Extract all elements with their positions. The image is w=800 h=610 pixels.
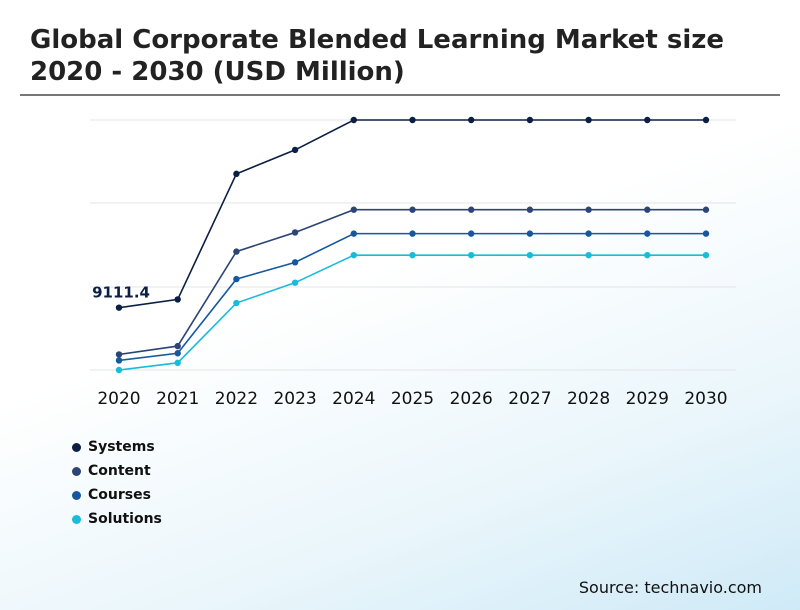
point-courses-2029 <box>644 230 651 237</box>
x-tick-label: 2030 <box>684 389 727 409</box>
point-solutions-2023 <box>291 279 299 286</box>
point-content-2025 <box>409 206 416 213</box>
point-solutions-2025 <box>409 251 416 259</box>
point-solutions-2022 <box>233 299 240 307</box>
title-divider <box>20 94 780 96</box>
series-line-solutions <box>118 254 706 371</box>
x-tick-label: 2021 <box>156 389 199 409</box>
point-solutions-2028 <box>585 251 592 259</box>
point-courses-2020 <box>115 357 123 364</box>
point-content-2030 <box>702 206 710 213</box>
legend-dot-icon <box>72 490 81 500</box>
x-tick-label: 2026 <box>450 389 493 409</box>
point-courses-2030 <box>702 230 710 237</box>
legend-item-solutions: Solutions <box>72 507 162 531</box>
legend-dot-icon <box>72 466 81 476</box>
point-systems-2023 <box>291 146 299 154</box>
legend-dot-icon <box>72 514 81 524</box>
x-tick-label: 2022 <box>215 389 258 409</box>
legend-label: Content <box>88 463 151 479</box>
point-systems-2022 <box>233 170 240 178</box>
point-solutions-2020 <box>115 366 123 374</box>
point-courses-2024 <box>350 230 357 237</box>
point-content-2026 <box>468 206 475 213</box>
chart-title: Global Corporate Blended Learning Market… <box>30 25 725 87</box>
point-solutions-2027 <box>526 251 534 259</box>
point-content-2027 <box>526 206 534 213</box>
point-systems-2020 <box>115 304 123 311</box>
point-content-2028 <box>585 206 592 213</box>
point-solutions-2021 <box>174 359 181 367</box>
point-courses-2021 <box>174 350 181 357</box>
point-content-2024 <box>350 206 357 213</box>
legend-label: Solutions <box>88 511 162 527</box>
point-content-2021 <box>174 342 181 350</box>
x-tick-label: 2023 <box>273 389 316 409</box>
x-tick-label: 2024 <box>332 389 375 409</box>
point-courses-2026 <box>468 230 475 237</box>
data-label-annotation: 9111.4 <box>92 284 150 302</box>
point-courses-2022 <box>233 275 240 283</box>
series-line-systems <box>118 119 706 309</box>
legend-label: Courses <box>88 487 151 503</box>
chart-legend: Systems Content Courses Solutions <box>72 435 162 531</box>
x-tick-label: 2028 <box>567 389 610 409</box>
legend-dot-icon <box>72 442 81 452</box>
point-systems-2029 <box>644 116 651 124</box>
point-systems-2021 <box>174 296 181 303</box>
point-content-2023 <box>291 229 299 236</box>
line-chart: 2020 2021 2022 2023 2024 2025 2026 2027 2028 2029… <box>90 116 736 409</box>
legend-label: Systems <box>88 439 155 455</box>
point-content-2022 <box>233 248 240 255</box>
point-systems-2026 <box>468 116 475 124</box>
legend-item-courses: Courses <box>72 483 162 507</box>
point-systems-2027 <box>526 116 534 124</box>
point-courses-2025 <box>409 230 416 237</box>
legend-item-systems: Systems <box>72 435 162 459</box>
point-courses-2027 <box>526 230 534 237</box>
point-systems-2028 <box>585 116 592 124</box>
point-solutions-2024 <box>350 251 357 259</box>
point-systems-2030 <box>702 116 710 124</box>
point-solutions-2026 <box>468 251 475 259</box>
source-credit: Source: technavio.com <box>578 578 762 597</box>
point-courses-2023 <box>291 259 299 266</box>
point-solutions-2030 <box>702 251 710 259</box>
point-systems-2025 <box>409 116 416 124</box>
x-tick-label: 2025 <box>391 389 434 409</box>
point-content-2020 <box>115 351 123 358</box>
point-solutions-2029 <box>644 251 651 259</box>
x-tick-label: 2020 <box>97 389 140 409</box>
x-tick-label: 2029 <box>626 389 669 409</box>
point-courses-2028 <box>585 230 592 237</box>
point-systems-2024 <box>350 116 357 124</box>
x-tick-label: 2027 <box>508 389 551 409</box>
point-content-2029 <box>644 206 651 213</box>
legend-item-content: Content <box>72 459 162 483</box>
